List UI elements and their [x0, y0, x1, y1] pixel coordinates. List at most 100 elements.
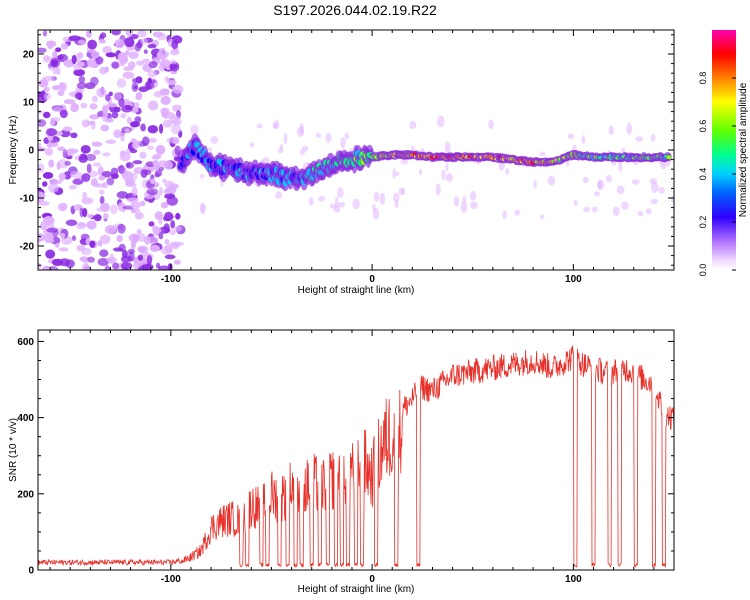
spectrogram-noise-cell — [119, 54, 129, 65]
spectrogram-noise-cell — [199, 174, 205, 179]
spectrogram-noise-cell — [300, 148, 305, 155]
spectrogram-noise-cell — [69, 171, 82, 179]
spectrogram-noise-cell — [105, 52, 117, 58]
spectrogram-noise-cell — [514, 209, 520, 216]
spectrogram-noise-cell — [645, 208, 652, 215]
spectrogram-noise-cell — [171, 39, 179, 50]
spectrogram-noise-cell — [340, 137, 346, 149]
spectrogram-noise-cell — [132, 160, 143, 165]
snr-series-line — [38, 345, 674, 569]
spectrogram-noise-cell — [136, 60, 145, 66]
spectrogram-noise-cell — [52, 117, 61, 122]
spectrogram-noise-cell — [91, 141, 103, 147]
spectrogram-noise-cell — [89, 114, 100, 120]
spectrogram-noise-cell — [139, 200, 146, 207]
spectrogram-noise-cell — [120, 255, 130, 263]
spectrogram-noise-cell — [57, 203, 67, 212]
spectrogram-noise-cell — [92, 162, 102, 167]
spectrogram-noise-cell — [147, 70, 158, 78]
spectrogram-noise-cell — [58, 82, 66, 90]
spectrogram-noise-cell — [372, 204, 376, 212]
spectrogram-noise-cell — [113, 92, 123, 101]
spectrogram-noise-cell — [38, 262, 42, 269]
spectrogram-noise-cell — [573, 199, 578, 207]
spectrogram-noise-cell — [121, 266, 128, 270]
spectrogram-noise-cell — [566, 160, 570, 167]
spectrogram-noise-cell — [95, 56, 104, 65]
spectrogram-noise-cell — [158, 265, 171, 270]
spectrogram-noise-cell — [100, 202, 110, 213]
figure-title: S197.2026.044.02.19.R22 — [273, 2, 437, 18]
snr-frame — [37, 329, 675, 571]
spectrogram-noise-cell — [38, 47, 47, 54]
spectrogram-noise-cell — [140, 169, 148, 178]
spectrogram-noise-cell — [164, 193, 176, 200]
spectrogram-noise-cell — [71, 235, 77, 241]
spectrogram-noise-cell — [142, 58, 151, 64]
spectrogram-y-tick-label: -20 — [20, 242, 35, 253]
spectrogram-noise-cell — [400, 159, 409, 165]
spectrogram-noise-cell — [441, 169, 446, 181]
spectrogram-noise-cell — [98, 39, 106, 44]
spectrogram-noise-cell — [108, 91, 113, 97]
spectrogram-noise-cell — [591, 206, 598, 213]
spectrogram-noise-cell — [146, 254, 153, 265]
spectrogram-noise-cell — [583, 206, 591, 213]
spectrogram-noise-cell — [87, 256, 95, 263]
spectrogram-noise-cell — [163, 188, 172, 195]
spectrogram-noise-cell — [60, 232, 66, 239]
spectrogram-noise-cell — [55, 47, 62, 53]
spectrogram-noise-cell — [50, 179, 63, 185]
spectrogram-noise-cell — [140, 250, 150, 259]
spectrogram-noise-cell — [134, 211, 144, 220]
spectrogram-noise-cell — [57, 146, 66, 152]
spectrogram-noise-cell — [99, 66, 107, 75]
spectrogram-noise-cell — [488, 119, 494, 130]
spectrogram-noise-cell — [154, 211, 164, 220]
spectrogram-noise-cell — [150, 178, 156, 185]
spectrogram-noise-cell — [48, 159, 55, 168]
spectrogram-noise-cell — [147, 145, 154, 150]
spectrogram-noise-cell — [78, 75, 86, 84]
spectrogram-noise-cell — [174, 225, 182, 232]
spectrogram-noise-cell — [130, 201, 141, 209]
spectrogram-noise-cell — [152, 159, 159, 166]
spectrogram-noise-cell — [256, 123, 263, 129]
spectrogram-noise-cell — [137, 254, 143, 261]
spectrogram-noise-cell — [75, 52, 81, 63]
snr-background — [38, 330, 674, 570]
spectrogram-noise-cell — [90, 120, 96, 130]
spectrogram-noise-cell — [140, 123, 146, 132]
spectrogram-noise-cell — [43, 75, 55, 82]
spectrogram-noise-cell — [159, 59, 171, 69]
spectrogram-noise-cell — [593, 191, 600, 197]
spectrogram-noise-cell — [38, 147, 46, 152]
spectrogram-noise-cell — [658, 186, 665, 194]
spectrogram-noise-cell — [104, 224, 117, 235]
spectrogram-noise-cell — [126, 116, 132, 125]
colorbar-tick-label: 0.0 — [698, 264, 708, 277]
spectrogram-noise-cell — [52, 50, 58, 61]
spectrogram-noise-cell — [51, 258, 64, 267]
spectrogram-noise-cell — [131, 207, 136, 214]
spectrogram-noise-cell — [462, 195, 467, 203]
spectrogram-noise-cell — [38, 201, 50, 206]
spectrogram-noise-cell — [337, 187, 344, 198]
spectrogram-noise-cell — [344, 132, 349, 140]
spectrogram-noise-cell — [547, 175, 556, 186]
spectrogram-noise-cell — [626, 122, 633, 135]
spectrogram-noise-cell — [190, 124, 199, 136]
spectrogram-noise-cell — [110, 204, 118, 215]
spectrogram-noise-cell — [505, 167, 509, 176]
spectrogram-noise-cell — [168, 228, 176, 236]
spectrogram-noise-cell — [42, 30, 48, 37]
spectrogram-noise-cell — [158, 186, 164, 196]
snr-x-ticks: -100 0 100 — [49, 330, 675, 585]
spectrogram-noise-cell — [114, 39, 119, 47]
spectrogram-noise-cell — [158, 47, 166, 55]
snr-y-tick-label: 200 — [17, 489, 34, 500]
spectrogram-noise-cell — [316, 132, 322, 138]
spectrogram-noise-cell — [172, 136, 180, 145]
spectrogram-noise-cell — [650, 182, 659, 194]
spectrogram-noise-cell — [635, 136, 644, 142]
